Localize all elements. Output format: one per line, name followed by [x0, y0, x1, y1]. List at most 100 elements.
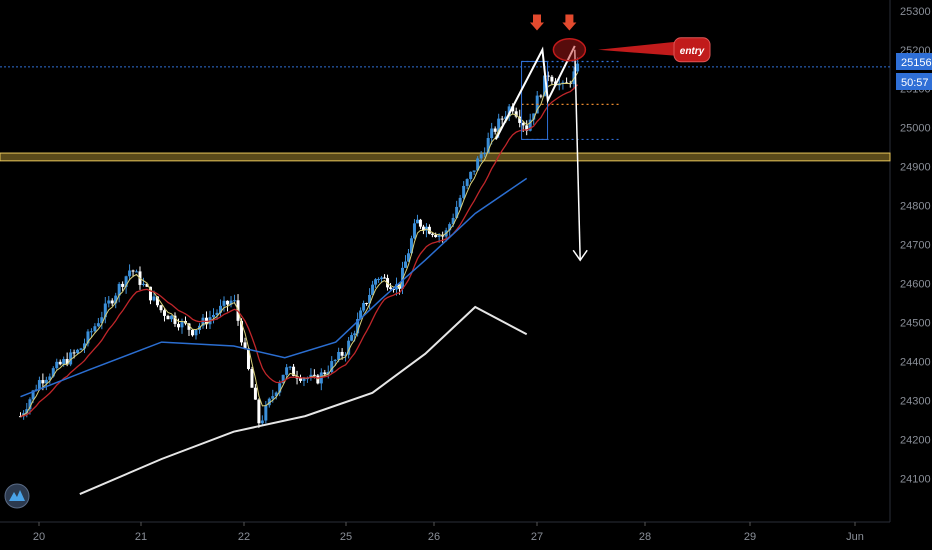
- candle-body: [162, 310, 166, 316]
- current-price-label: 25156: [901, 57, 932, 69]
- candle-body: [152, 296, 156, 301]
- candle-body: [180, 320, 184, 328]
- candle: [500, 115, 504, 125]
- candle: [415, 214, 419, 224]
- candle-body: [525, 125, 529, 131]
- candle-body: [69, 352, 73, 365]
- candle-body: [103, 303, 107, 318]
- candle-body: [521, 122, 525, 126]
- candle-body: [257, 399, 261, 424]
- candle: [69, 349, 73, 367]
- candle: [58, 359, 62, 366]
- candle-body: [187, 323, 191, 330]
- candle: [229, 296, 233, 308]
- candle: [166, 314, 170, 320]
- candle: [246, 347, 250, 371]
- candle-body: [340, 351, 344, 356]
- candle: [455, 200, 459, 219]
- candle-body: [356, 318, 360, 334]
- candle-body: [377, 279, 381, 281]
- candle-body: [395, 284, 399, 290]
- candle-body: [403, 261, 407, 268]
- candle-body: [362, 303, 366, 311]
- y-tick-label: 24100: [900, 474, 931, 486]
- candle-body: [359, 310, 363, 319]
- candle-body: [497, 118, 501, 132]
- signal-arrow-icon: [562, 14, 577, 31]
- candle-body: [472, 170, 476, 172]
- candle: [191, 329, 194, 337]
- candle: [288, 365, 292, 371]
- candle-body: [448, 224, 452, 231]
- candle-body: [546, 75, 550, 77]
- platform-logo[interactable]: [4, 483, 30, 509]
- candle: [86, 329, 90, 347]
- candle: [114, 292, 118, 309]
- candle-body: [131, 270, 135, 272]
- candle: [550, 74, 554, 85]
- annotations: entry: [494, 14, 711, 262]
- candle-body: [389, 287, 393, 289]
- candle: [250, 366, 254, 388]
- candle: [469, 171, 473, 182]
- candle: [96, 317, 100, 328]
- candle-body: [44, 379, 48, 384]
- candle-body: [455, 206, 459, 218]
- y-tick-label: 24700: [900, 240, 931, 252]
- candle: [194, 329, 198, 340]
- candle-body: [253, 387, 257, 400]
- candle: [406, 248, 410, 262]
- candle: [539, 94, 543, 99]
- candle-body: [483, 152, 487, 155]
- x-tick-label: 27: [531, 531, 543, 543]
- candle: [281, 374, 285, 384]
- candle-body: [246, 348, 250, 369]
- candle-body: [415, 219, 419, 224]
- resistance-zone: [0, 66, 891, 162]
- candle: [89, 328, 93, 338]
- candle: [493, 126, 497, 135]
- candle-body: [65, 359, 69, 365]
- x-tick-label: Jun: [846, 531, 864, 543]
- candle-body: [19, 416, 22, 418]
- candle-body: [76, 349, 80, 354]
- candle-body: [330, 361, 334, 372]
- candle-body: [344, 354, 348, 356]
- candle-body: [48, 376, 52, 380]
- ema-mid-line: [20, 84, 579, 417]
- resistance-zone-band: [0, 152, 891, 162]
- candle: [525, 120, 529, 136]
- candle-body: [169, 315, 173, 320]
- candle: [374, 278, 378, 289]
- candle-body: [347, 340, 351, 355]
- entry-callout-bubble: [673, 37, 711, 63]
- candle: [371, 280, 375, 296]
- candle-body: [500, 118, 504, 120]
- candle-body: [93, 326, 97, 332]
- candle: [347, 336, 351, 359]
- candle-body: [89, 331, 93, 333]
- candle-body: [37, 380, 41, 390]
- platform-logo-mark: [9, 490, 25, 501]
- candle: [472, 170, 476, 175]
- candle-body: [486, 138, 490, 153]
- candle-body: [550, 76, 554, 82]
- candle: [37, 376, 41, 391]
- candle-body: [62, 359, 66, 365]
- candle: [483, 147, 487, 158]
- time-axis[interactable]: 20 21 22 25 26 27 28 29 Jun: [33, 522, 864, 543]
- signal-arrow-icon: [530, 14, 544, 31]
- candle-body: [121, 283, 125, 287]
- y-tick-label: 24900: [900, 162, 931, 174]
- candle: [421, 224, 425, 235]
- candle: [359, 307, 363, 320]
- candle: [253, 384, 257, 400]
- candle-body: [176, 323, 180, 328]
- candle: [383, 274, 387, 279]
- candle: [173, 312, 177, 327]
- drop-arrow-shaft: [574, 49, 581, 261]
- candle-body: [383, 277, 387, 279]
- candle: [418, 218, 422, 229]
- candle-body: [55, 361, 59, 369]
